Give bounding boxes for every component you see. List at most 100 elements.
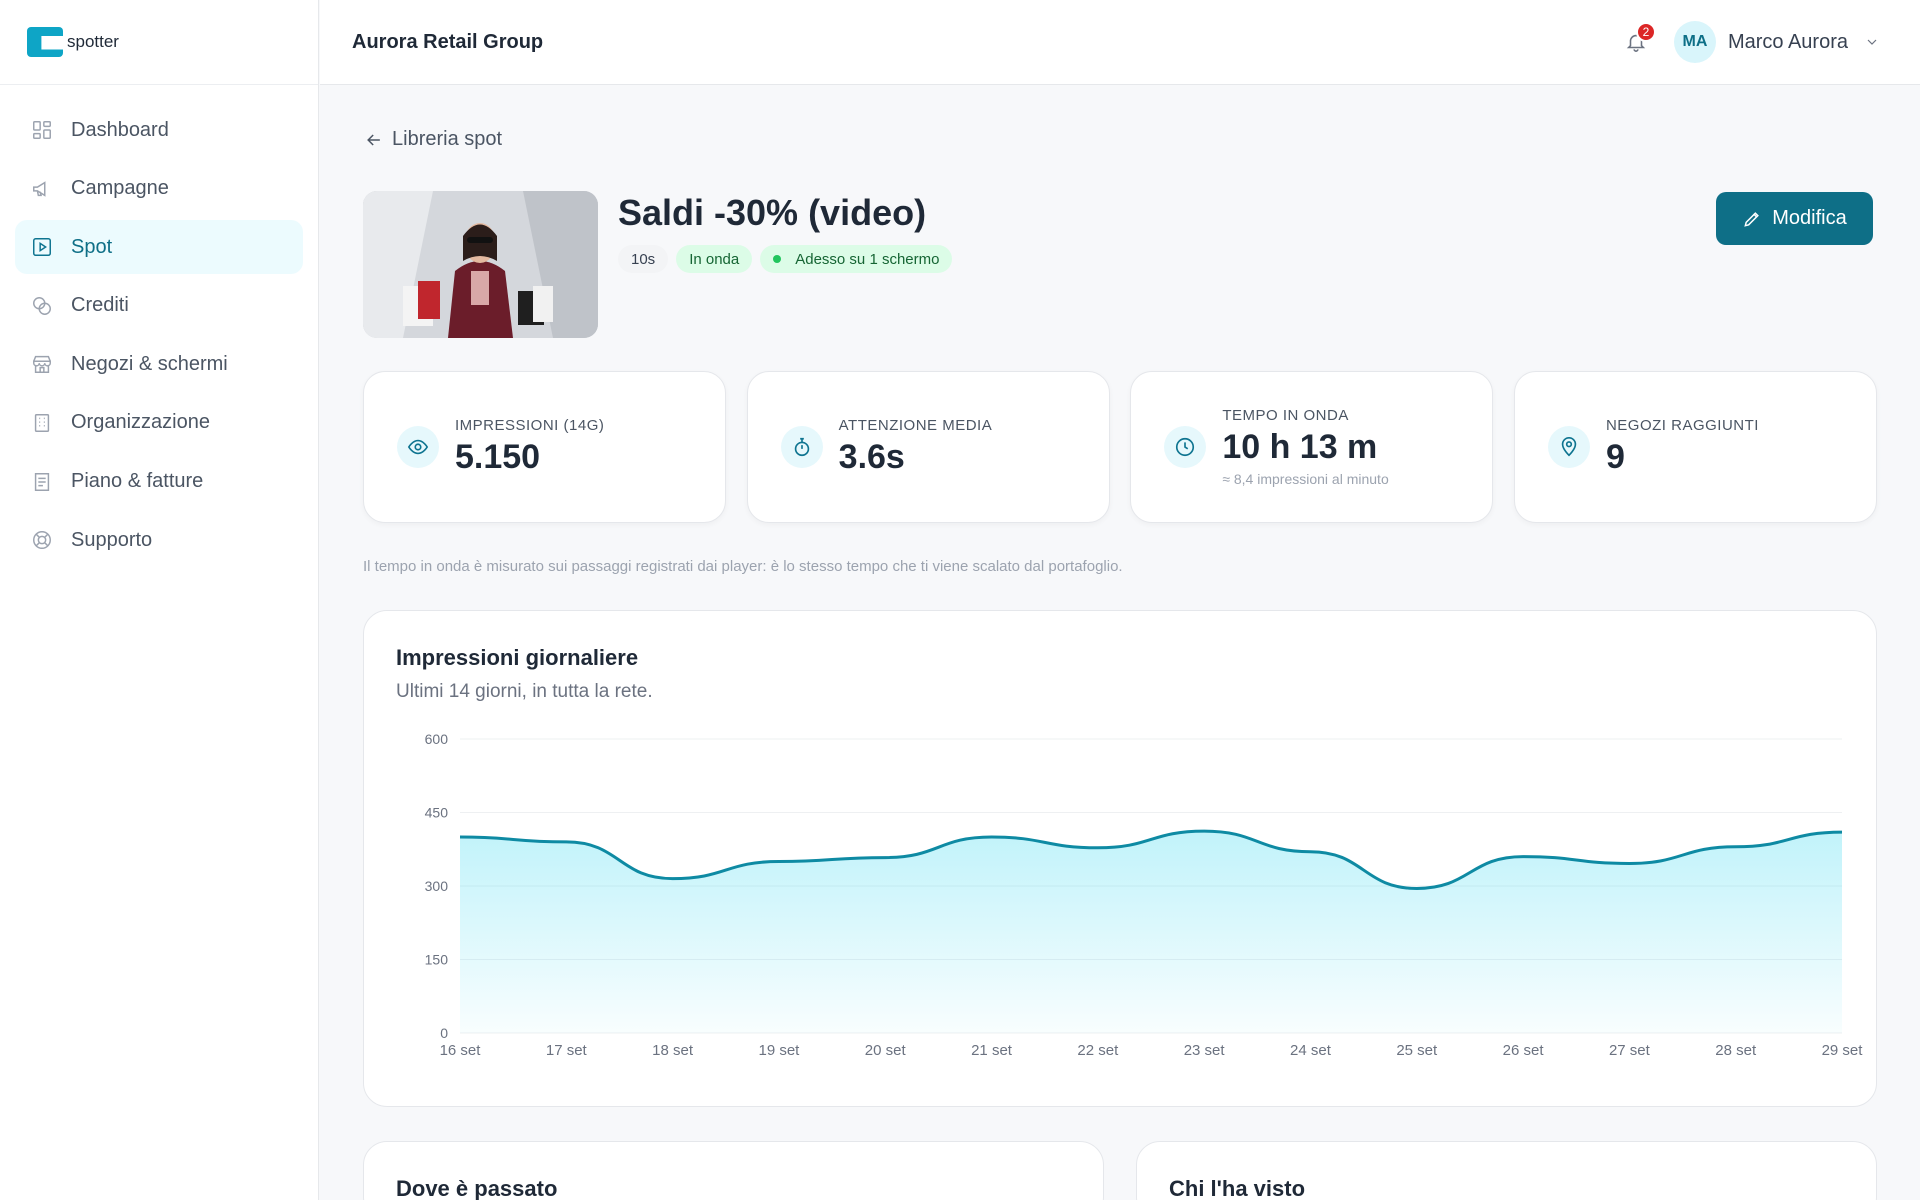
topbar: Aurora Retail Group 2 MA Marco Aurora — [320, 0, 1920, 85]
clock-icon — [1164, 426, 1207, 468]
y-tick-label: 300 — [425, 878, 449, 894]
stat-value: 5.150 — [455, 438, 541, 476]
stat-label: ATTENZIONE MEDIA — [838, 417, 993, 434]
sidebar-item-label: Spot — [71, 235, 113, 258]
avatar[interactable]: MA — [1673, 21, 1716, 63]
chart-line — [459, 829, 1843, 890]
grid-icon — [31, 119, 53, 141]
notifications-button[interactable]: 2 — [1622, 22, 1656, 56]
x-tick-label: 29 set — [1822, 1042, 1864, 1059]
status-badge: In onda — [676, 245, 753, 273]
sidebar-nav: Dashboard Campagne Spot Crediti Negozi &… — [0, 85, 318, 590]
duration-badge: 10s — [618, 245, 669, 273]
x-tick-label: 24 set — [1290, 1042, 1332, 1059]
pencil-icon — [1744, 211, 1760, 227]
chart-title: Impressioni giornaliere — [396, 645, 639, 670]
stat-value: 9 — [1605, 438, 1625, 476]
store-icon — [31, 353, 53, 375]
stats-row: IMPRESSIONI (14G) 5.150 ATTENZIONE MEDIA… — [363, 371, 1877, 523]
x-tick-label: 27 set — [1609, 1042, 1651, 1059]
stat-sub: ≈ 8,4 impressioni al minuto — [1222, 471, 1389, 487]
where-card-title: Dove è passato — [396, 1176, 558, 1200]
sidebar-item-spot[interactable]: Spot — [15, 220, 303, 275]
live-badge: Adesso su 1 schermo — [760, 245, 953, 273]
user-name[interactable]: Marco Aurora — [1727, 30, 1848, 53]
x-tick-label: 18 set — [652, 1042, 694, 1059]
chart-subtitle: Ultimi 14 giorni, in tutta la rete. — [396, 681, 653, 702]
edit-button[interactable]: Modifica — [1716, 192, 1873, 245]
x-tick-label: 26 set — [1503, 1042, 1545, 1059]
x-tick-label: 20 set — [865, 1042, 907, 1059]
brand-name: spotter — [67, 32, 119, 51]
page-title: Saldi -30% (video) — [618, 192, 927, 233]
who-card: Chi l'ha visto — [1136, 1141, 1877, 1200]
x-tick-label: 19 set — [758, 1042, 800, 1059]
receipt-icon — [31, 471, 53, 493]
stat-card-impressions: IMPRESSIONI (14G) 5.150 — [363, 371, 726, 523]
lifebuoy-icon — [31, 529, 53, 551]
back-link[interactable]: Libreria spot — [364, 128, 502, 151]
spot-thumbnail — [363, 191, 598, 338]
stat-label: NEGOZI RAGGIUNTI — [1605, 417, 1759, 434]
x-tick-label: 21 set — [971, 1042, 1013, 1059]
sidebar-item-crediti[interactable]: Crediti — [15, 279, 303, 333]
sidebar-item-label: Supporto — [71, 528, 153, 551]
edit-button-label: Modifica — [1772, 207, 1847, 229]
sidebar-item-dashboard[interactable]: Dashboard — [15, 103, 303, 157]
arrow-left-icon — [367, 133, 380, 146]
y-tick-label: 450 — [425, 805, 449, 821]
stat-value: 10 h 13 m — [1222, 428, 1378, 466]
stat-card-stores: NEGOZI RAGGIUNTI 9 — [1513, 371, 1877, 523]
y-tick-label: 0 — [440, 1025, 448, 1041]
sidebar: spotter Dashboard Campagne Spot Crediti … — [0, 0, 319, 1200]
megaphone-icon — [31, 178, 53, 200]
y-tick-label: 150 — [425, 952, 449, 968]
live-badge-label: Adesso su 1 schermo — [795, 250, 940, 268]
x-tick-label: 25 set — [1396, 1042, 1438, 1059]
sidebar-item-label: Campagne — [71, 177, 169, 200]
stat-value: 3.6s — [838, 438, 905, 476]
notifications-badge: 2 — [1635, 22, 1656, 42]
x-tick-label: 23 set — [1184, 1042, 1226, 1059]
chevron-down-icon[interactable] — [1864, 34, 1880, 50]
sidebar-item-label: Dashboard — [71, 118, 169, 141]
sidebar-item-negozi[interactable]: Negozi & schermi — [15, 337, 303, 391]
who-card-title: Chi l'ha visto — [1169, 1176, 1306, 1200]
stat-card-airtime: TEMPO IN ONDA 10 h 13 m ≈ 8,4 impression… — [1130, 371, 1494, 523]
thumbnail-image — [363, 191, 598, 338]
sidebar-item-label: Negozi & schermi — [71, 352, 228, 375]
stat-card-attention: ATTENZIONE MEDIA 3.6s — [746, 371, 1110, 523]
x-tick-label: 16 set — [440, 1042, 482, 1059]
chart-area — [460, 831, 1842, 1033]
main-content: Libreria spot Saldi -30% (video) 10s In … — [320, 86, 1920, 1200]
building-icon — [31, 412, 53, 434]
back-label: Libreria spot — [392, 128, 503, 150]
x-tick-label: 28 set — [1715, 1042, 1757, 1059]
sidebar-item-supporto[interactable]: Supporto — [15, 513, 303, 567]
brand[interactable]: spotter — [0, 0, 318, 85]
y-tick-label: 600 — [425, 731, 449, 747]
sidebar-item-label: Organizzazione — [71, 411, 210, 434]
x-tick-label: 17 set — [546, 1042, 588, 1059]
impressions-chart: 0 150 300 450 600 16 set 17 set 18 set 19 set 20… — [425, 731, 1864, 1059]
where-card: Dove è passato — [363, 1141, 1104, 1200]
stopwatch-icon — [780, 426, 823, 468]
sidebar-item-label: Piano & fatture — [71, 470, 204, 493]
stat-label: TEMPO IN ONDA — [1222, 407, 1349, 424]
chart-card: Impressioni giornaliere Ultimi 14 giorni… — [363, 610, 1877, 1107]
live-dot-icon — [773, 255, 782, 263]
stat-label: IMPRESSIONI (14G) — [455, 417, 605, 434]
org-name: Aurora Retail Group — [352, 30, 544, 53]
sidebar-item-label: Crediti — [71, 294, 129, 317]
map-pin-icon — [1547, 426, 1590, 468]
sidebar-item-organizzazione[interactable]: Organizzazione — [15, 396, 303, 450]
x-tick-label: 22 set — [1077, 1042, 1119, 1059]
eye-icon — [397, 426, 439, 468]
topbar-right: 2 MA Marco Aurora — [1622, 21, 1880, 63]
brand-logo-icon — [27, 27, 63, 57]
spot-tags: 10s In onda Adesso su 1 schermo — [618, 245, 960, 273]
coins-icon — [31, 295, 53, 317]
play-square-icon — [31, 236, 53, 258]
sidebar-item-campagne[interactable]: Campagne — [15, 162, 303, 216]
sidebar-item-piano-fatture[interactable]: Piano & fatture — [15, 455, 303, 509]
